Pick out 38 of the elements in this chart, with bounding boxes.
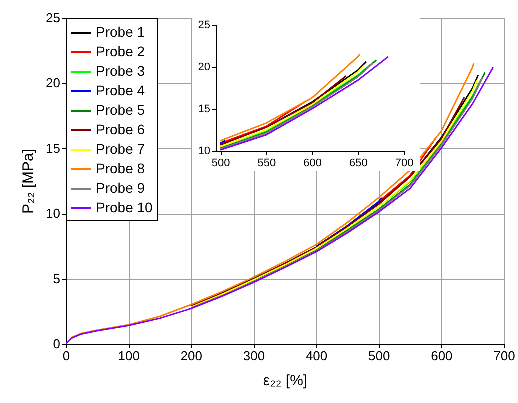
x-tick-label: 300: [243, 348, 266, 364]
y-tick-label: 20: [46, 76, 60, 91]
x-tick-label: 600: [304, 158, 322, 170]
x-tick-label: 500: [212, 158, 230, 170]
y-tick-label: 15: [46, 140, 60, 156]
y-tick-label: 25: [46, 10, 60, 26]
legend-label: Probe 8: [96, 160, 146, 176]
line-series: [220, 54, 361, 142]
y-tick-label: 10: [198, 146, 210, 158]
x-tick-label: 400: [306, 348, 328, 364]
x-tick-label: 550: [258, 158, 276, 170]
legend-label: Probe 7: [96, 141, 146, 157]
legend-label: Probe 9: [96, 180, 146, 196]
x-tick-label: 600: [431, 348, 453, 364]
legend-label: Probe 1: [96, 24, 146, 40]
x-tick-label: 100: [118, 348, 140, 364]
y-tick-label: 25: [198, 20, 210, 32]
y-tick-label: 5: [53, 271, 60, 286]
line-series: [220, 75, 347, 146]
legend-label: Probe 3: [96, 63, 146, 79]
line-series: [316, 197, 383, 248]
x-tick-label: 500: [368, 348, 390, 364]
y-tick-label: 15: [198, 104, 210, 116]
y-tick-label: 10: [46, 206, 60, 222]
x-tick-label: 700: [395, 158, 414, 170]
legend-label: Probe 5: [96, 102, 146, 118]
legend-label: Probe 2: [96, 44, 146, 60]
y-tick-label: 0: [53, 336, 60, 352]
x-tick-label: 650: [349, 158, 368, 170]
y-tick-label: 20: [198, 62, 210, 74]
legend-label: Probe 6: [96, 122, 146, 138]
y-axis-title: P₂₂ [MPa]: [20, 149, 38, 214]
legend-label: Probe 10: [96, 200, 154, 216]
x-tick-label: 0: [62, 348, 70, 364]
legend-label: Probe 4: [96, 82, 146, 98]
x-tick-label: 700: [494, 348, 516, 364]
x-axis-title: ε₂₂ [%]: [263, 372, 308, 390]
x-tick-label: 200: [180, 348, 202, 364]
